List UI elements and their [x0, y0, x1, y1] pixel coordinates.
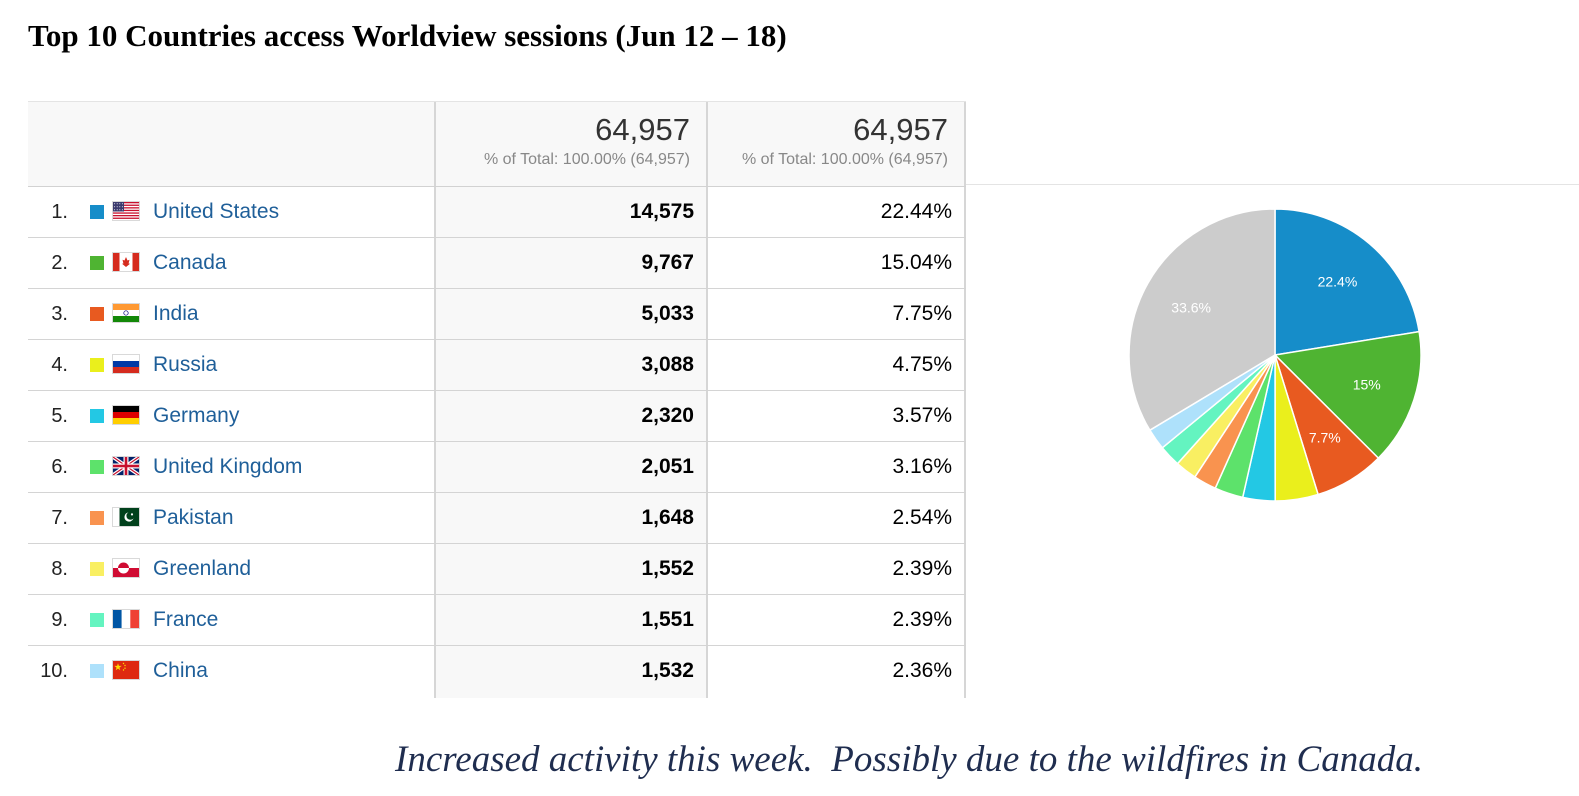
table-body: 1. United States 14,575 22.44% 2. Canada… [28, 187, 966, 698]
table-row: 10. China 1,532 2.36% [28, 646, 966, 698]
cn-flag-icon [113, 661, 139, 679]
table-row: 8. Greenland 1,552 2.39% [28, 544, 966, 595]
table-row: 6. United Kingdom 2,051 3.16% [28, 442, 966, 493]
percent-cell: 2.36% [706, 646, 966, 698]
sessions-total-value: 64,957 [595, 112, 690, 147]
sessions-total-sub: % of Total: 100.00% (64,957) [483, 151, 690, 168]
sessions-cell: 1,552 [434, 544, 706, 594]
annotation-note: Increased activity this week. Possibly d… [395, 739, 1423, 780]
country-link[interactable]: India [153, 302, 199, 325]
pie-slice-label: 22.4% [1318, 274, 1358, 290]
page-title: Top 10 Countries access Worldview sessio… [28, 18, 787, 53]
series-color-swatch [90, 664, 104, 678]
country-link[interactable]: Russia [153, 353, 218, 376]
sessions-cell: 14,575 [434, 187, 706, 237]
percent-cell: 22.44% [706, 187, 966, 237]
table-row: 3. India 5,033 7.75% [28, 289, 966, 340]
ca-flag-icon [113, 253, 139, 271]
pie-slice-label: 15% [1353, 377, 1381, 393]
row-rank: 7. [51, 507, 68, 529]
ru-flag-icon [113, 355, 139, 373]
series-color-swatch [90, 460, 104, 474]
header-divider [966, 184, 1579, 185]
pie-slice-label: 7.7% [1309, 429, 1341, 445]
sessions-cell: 2,051 [434, 442, 706, 492]
series-color-swatch [90, 511, 104, 525]
percent-total-header[interactable]: 64,957 % of Total: 100.00% (64,957) [706, 102, 966, 186]
table-row: 7. Pakistan 1,648 2.54% [28, 493, 966, 544]
percent-cell: 2.39% [706, 595, 966, 645]
percent-cell: 3.57% [706, 391, 966, 441]
sessions-cell: 9,767 [434, 238, 706, 288]
row-rank: 6. [51, 456, 68, 478]
pie-slice[interactable] [1273, 330, 1422, 460]
country-link[interactable]: Canada [153, 251, 227, 274]
row-rank: 8. [51, 558, 68, 580]
table-row: 4. Russia 3,088 4.75% [28, 340, 966, 391]
sessions-cell: 3,088 [434, 340, 706, 390]
table-header: 64,957 % of Total: 100.00% (64,957) 64,9… [28, 101, 966, 187]
de-flag-icon [113, 406, 139, 424]
row-rank: 5. [51, 405, 68, 427]
in-flag-icon [113, 304, 139, 322]
percent-cell: 3.16% [706, 442, 966, 492]
series-color-swatch [90, 358, 104, 372]
table-row: 9. France 1,551 2.39% [28, 595, 966, 646]
country-link[interactable]: China [153, 659, 208, 682]
row-rank: 1. [51, 201, 68, 223]
pie-slice[interactable] [1128, 208, 1276, 432]
country-link[interactable]: Germany [153, 404, 240, 427]
sessions-total-header[interactable]: 64,957 % of Total: 100.00% (64,957) [434, 102, 706, 186]
percent-cell: 2.39% [706, 544, 966, 594]
percent-total-sub: % of Total: 100.00% (64,957) [741, 151, 948, 168]
row-rank: 4. [51, 354, 68, 376]
pie-slice-label: 33.6% [1171, 300, 1211, 316]
table-row: 1. United States 14,575 22.44% [28, 187, 966, 238]
series-color-swatch [90, 205, 104, 219]
sessions-cell: 2,320 [434, 391, 706, 441]
country-link[interactable]: Greenland [153, 557, 252, 580]
table-row: 5. Germany 2,320 3.57% [28, 391, 966, 442]
row-rank: 2. [51, 252, 68, 274]
sessions-cell: 1,648 [434, 493, 706, 543]
country-link[interactable]: United Kingdom [153, 455, 303, 478]
series-color-swatch [90, 256, 104, 270]
sessions-cell: 1,551 [434, 595, 706, 645]
percent-cell: 2.54% [706, 493, 966, 543]
percent-total-value: 64,957 [853, 112, 948, 147]
pk-flag-icon [113, 508, 139, 526]
sessions-pie-chart: 22.4% 15% 7.7% 33.6% [1128, 208, 1422, 502]
series-color-swatch [90, 409, 104, 423]
country-link[interactable]: France [153, 608, 219, 631]
us-flag-icon [113, 202, 139, 220]
gl-flag-icon [113, 559, 139, 577]
sessions-cell: 5,033 [434, 289, 706, 339]
table-row: 2. Canada 9,767 15.04% [28, 238, 966, 289]
fr-flag-icon [113, 610, 139, 628]
country-link[interactable]: Pakistan [153, 506, 234, 529]
percent-cell: 7.75% [706, 289, 966, 339]
gb-flag-icon [113, 457, 139, 475]
row-rank: 3. [51, 303, 68, 325]
row-rank: 9. [51, 609, 68, 631]
series-color-swatch [90, 307, 104, 321]
percent-cell: 4.75% [706, 340, 966, 390]
percent-cell: 15.04% [706, 238, 966, 288]
pie-slice[interactable] [1274, 208, 1420, 356]
country-link[interactable]: United States [153, 200, 280, 223]
data-table: 64,957 % of Total: 100.00% (64,957) 64,9… [28, 101, 966, 698]
series-color-swatch [90, 613, 104, 627]
sessions-cell: 1,532 [434, 646, 706, 698]
series-color-swatch [90, 562, 104, 576]
row-rank: 10. [40, 660, 68, 682]
